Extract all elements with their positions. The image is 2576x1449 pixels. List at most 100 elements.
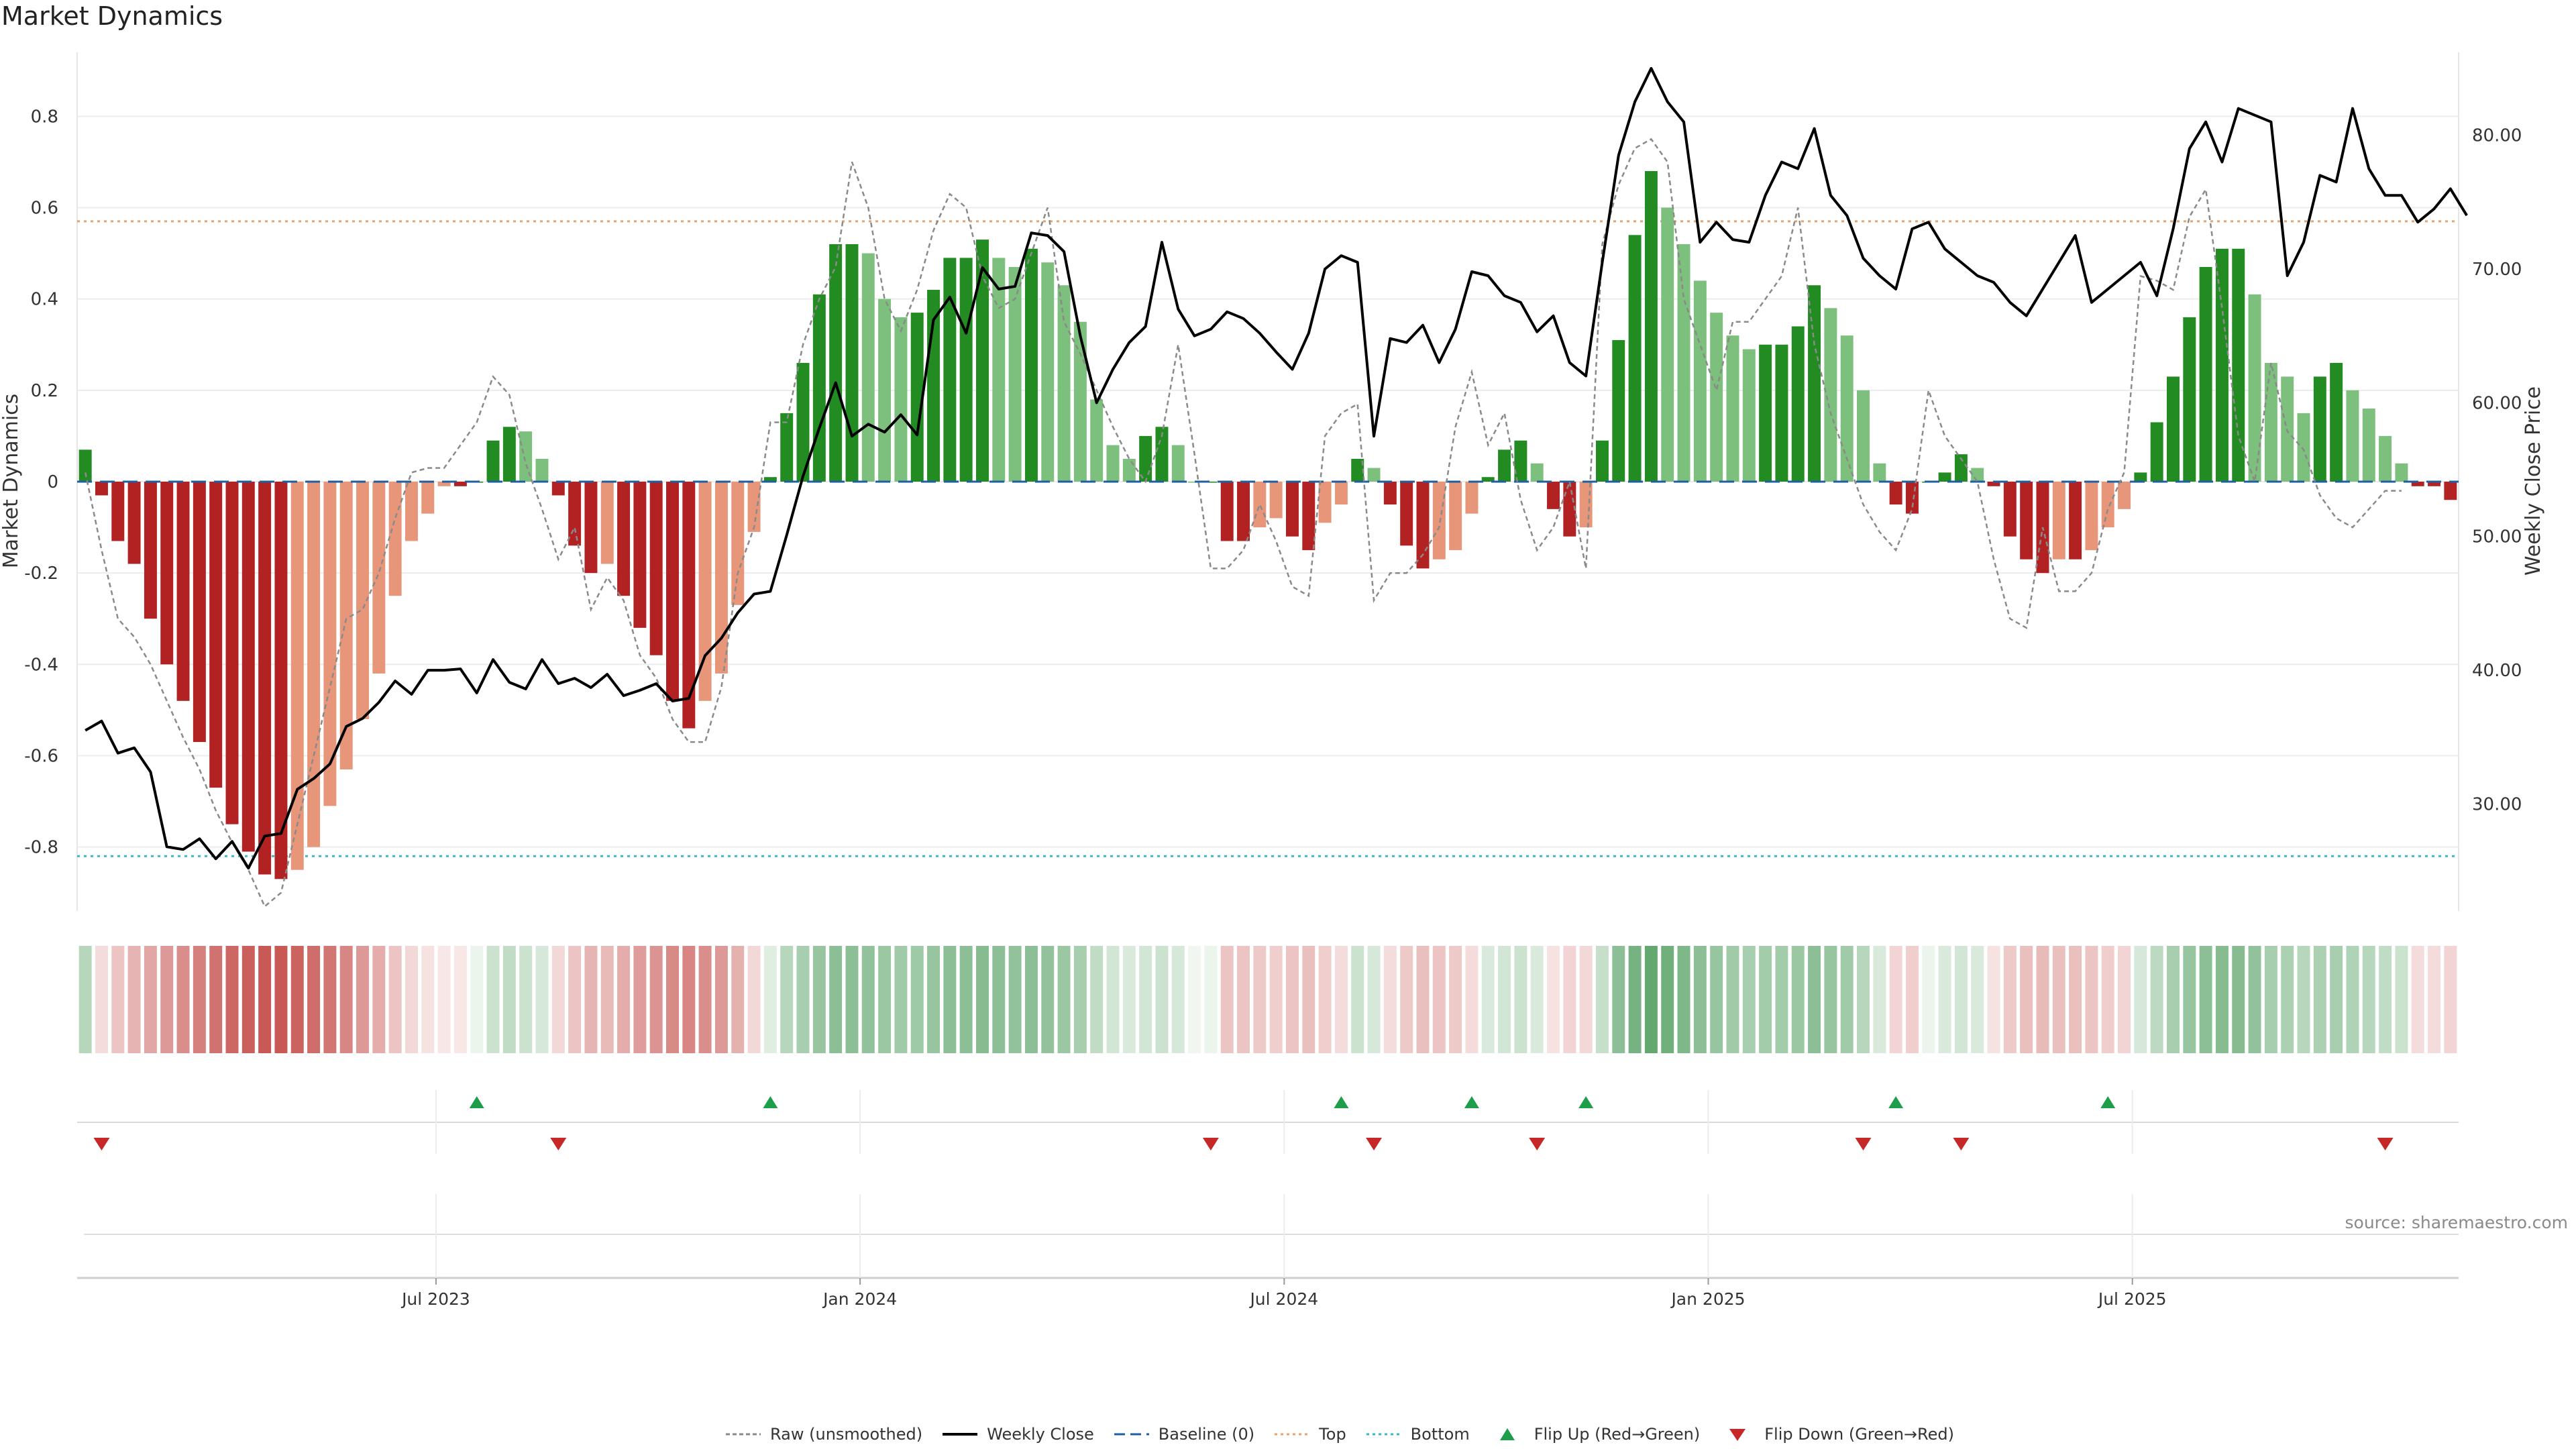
- bar: [1840, 335, 1854, 482]
- legend-label: Baseline (0): [1158, 1425, 1255, 1444]
- bar: [1057, 285, 1071, 482]
- y-tick-label: 0.6: [31, 198, 58, 218]
- heat-cell: [241, 946, 255, 1053]
- bar: [2167, 376, 2180, 482]
- legend-swatch-flip_up: [1499, 1428, 1515, 1440]
- heat-cell: [1285, 946, 1299, 1053]
- heat-cell: [2411, 946, 2424, 1053]
- heat-cell: [2052, 946, 2065, 1053]
- bar: [829, 244, 843, 482]
- legend-label: Raw (unsmoothed): [770, 1425, 923, 1444]
- bar: [1498, 449, 1511, 482]
- heat-cell: [1367, 946, 1381, 1053]
- bar: [1905, 482, 1919, 514]
- heat-cell: [2215, 946, 2229, 1053]
- heat-cell: [2362, 946, 2375, 1053]
- heat-cell: [2003, 946, 2017, 1053]
- bar: [910, 313, 924, 482]
- heat-cell: [894, 946, 908, 1053]
- bar: [1171, 445, 1185, 482]
- heat-cell: [1922, 946, 1935, 1053]
- bar: [1889, 482, 1902, 505]
- bar: [1253, 482, 1267, 528]
- heat-cell: [633, 946, 647, 1053]
- heat-cell: [1563, 946, 1576, 1053]
- bar: [861, 253, 875, 482]
- heat-cell: [1905, 946, 1919, 1053]
- heat-cell: [1008, 946, 1022, 1053]
- heat-cell: [421, 946, 435, 1053]
- heat-cell: [2248, 946, 2261, 1053]
- bar: [2003, 482, 2017, 537]
- heat-cell: [486, 946, 500, 1053]
- bar: [1204, 482, 1218, 483]
- bar: [2134, 472, 2147, 482]
- heat-cell: [2101, 946, 2114, 1053]
- y-axis-right: 80.00 70.00 60.00 50.00 40.00 30.00: [2472, 126, 2522, 815]
- bar: [372, 482, 386, 674]
- legend-label: Flip Down (Green→Red): [1764, 1425, 1954, 1444]
- heat-cell: [1269, 946, 1283, 1053]
- bar: [2313, 376, 2326, 482]
- heat-cell: [1220, 946, 1234, 1053]
- bar: [600, 482, 614, 564]
- heat-cell: [2379, 946, 2392, 1053]
- heat-cell: [731, 946, 745, 1053]
- heat-cell: [356, 946, 369, 1053]
- bar: [2020, 482, 2033, 559]
- bar: [486, 440, 500, 482]
- bar: [176, 482, 190, 701]
- bar: [1547, 482, 1560, 509]
- bar: [421, 482, 435, 514]
- heat-cell: [2264, 946, 2277, 1053]
- flip-down-marker: [550, 1138, 567, 1150]
- bar: [649, 482, 663, 655]
- bar: [2085, 482, 2098, 551]
- bar: [111, 482, 125, 541]
- bar: [1612, 339, 1625, 482]
- heat-cell: [600, 946, 614, 1053]
- y-axis-label: Market Dynamics: [0, 394, 23, 569]
- heat-cell: [1873, 946, 1886, 1053]
- y-tick-label: 0.8: [31, 107, 58, 127]
- heat-cell: [2020, 946, 2033, 1053]
- bar: [2232, 248, 2245, 482]
- bar: [1090, 399, 1104, 482]
- flip-down-marker: [1855, 1138, 1872, 1150]
- heat-cell: [1628, 946, 1642, 1053]
- legend-item-flip_up: Flip Up (Red→Green): [1489, 1425, 1700, 1444]
- heat-cell: [1204, 946, 1218, 1053]
- flip-up-marker: [2100, 1096, 2116, 1108]
- flip-down-marker: [1366, 1138, 1383, 1150]
- heat-cell: [878, 946, 892, 1053]
- flip-up-marker: [1334, 1096, 1349, 1108]
- bar: [502, 427, 516, 482]
- y2-tick-label: 30.00: [2472, 794, 2522, 814]
- flip-up-marker: [1578, 1096, 1594, 1108]
- heat-cell: [1661, 946, 1674, 1053]
- bar: [1008, 267, 1022, 482]
- heat-cell: [274, 946, 288, 1053]
- y-tick-label: 0.2: [31, 381, 58, 401]
- heat-cell: [1481, 946, 1495, 1053]
- bar: [959, 258, 973, 482]
- heat-cell: [1416, 946, 1430, 1053]
- legend-swatch-baseline: [1114, 1433, 1149, 1436]
- bar: [878, 299, 892, 482]
- source-note: source: sharemaestro.com: [2345, 1213, 2569, 1232]
- heat-cell: [1759, 946, 1772, 1053]
- bar: [160, 482, 174, 665]
- flip-down-marker: [1529, 1138, 1546, 1150]
- heat-cell: [910, 946, 924, 1053]
- bar: [1449, 482, 1462, 551]
- legend: Raw (unsmoothed) Weekly Close Baseline (0)…: [724, 1421, 1954, 1448]
- heat-cell: [943, 946, 957, 1053]
- bar: [193, 482, 206, 743]
- heat-cell: [747, 946, 761, 1053]
- heat-cell: [1824, 946, 1837, 1053]
- bar: [2428, 482, 2441, 486]
- bar: [551, 482, 565, 496]
- x-axis: Jul 2023 Jan 2024 Jul 2024 Jan 2025 Jul 2025: [77, 1090, 2459, 1309]
- legend-swatch-bottom: [1366, 1433, 1401, 1436]
- bar: [780, 413, 794, 482]
